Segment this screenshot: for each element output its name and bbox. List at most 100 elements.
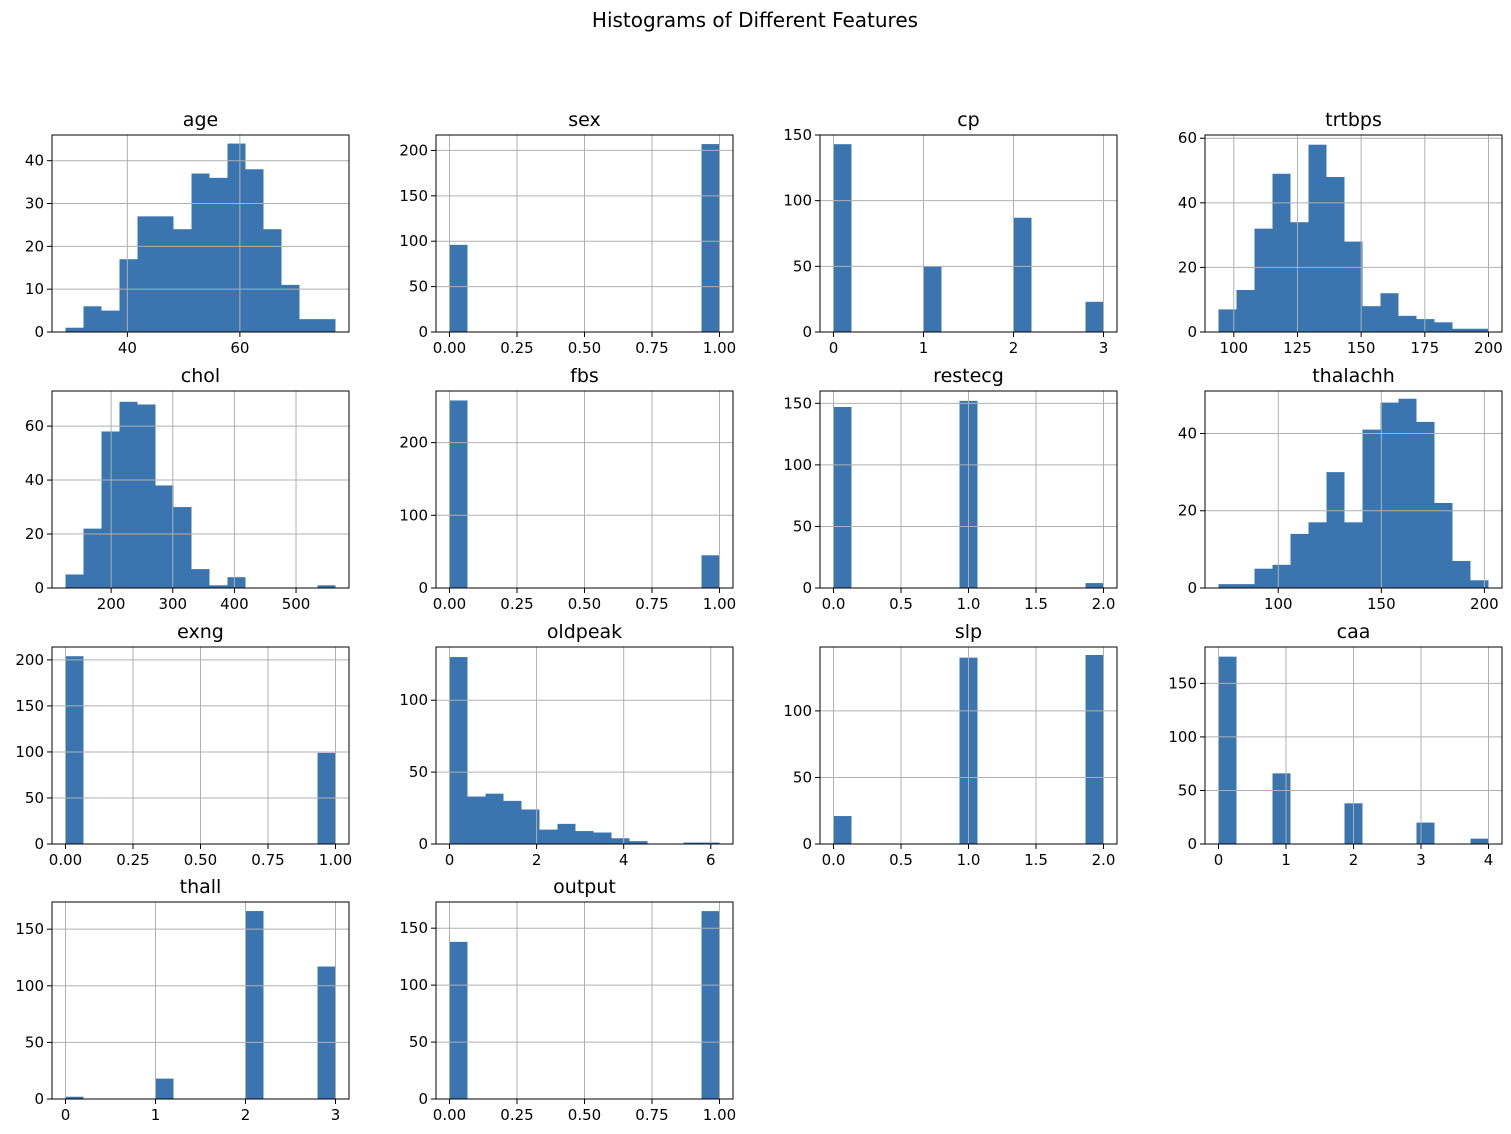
x-tick-label: 2 xyxy=(1349,851,1359,869)
x-tick-label: 2.0 xyxy=(1092,851,1116,869)
histogram-bar xyxy=(1470,838,1489,844)
x-tick-label: 1.5 xyxy=(1024,595,1048,613)
x-tick-label: 0.75 xyxy=(635,339,668,357)
histogram-bar xyxy=(485,793,504,844)
histogram-bar xyxy=(1085,301,1104,332)
y-tick-label: 50 xyxy=(409,1033,428,1051)
histogram-bar xyxy=(1254,228,1273,332)
y-tick-label: 50 xyxy=(409,278,428,296)
y-tick-label: 0 xyxy=(1187,579,1197,597)
histogram-restecg: restecg 0.0 0.5 1.0 1.5 2.0 0 50 100 150 xyxy=(783,365,1118,613)
x-tick-label: 100 xyxy=(1219,339,1248,357)
y-tick-label: 20 xyxy=(1178,502,1197,520)
y-tick-label: 0 xyxy=(802,323,812,341)
x-tick-label: 2 xyxy=(1009,339,1019,357)
x-tick-label: 1.0 xyxy=(957,595,981,613)
x-tick-label: 0.75 xyxy=(635,595,668,613)
x-tick-label: 2 xyxy=(532,851,542,869)
histogram-bar xyxy=(1470,328,1489,332)
x-tick-label: 300 xyxy=(158,595,187,613)
histogram-bar xyxy=(1308,144,1327,332)
x-tick-label: 1 xyxy=(151,1106,161,1124)
y-tick-label: 0 xyxy=(34,323,44,341)
x-tick-label: 0.50 xyxy=(568,595,601,613)
subplot-title: caa xyxy=(1337,621,1371,643)
x-tick-label: 175 xyxy=(1411,339,1440,357)
histogram-trtbps: trtbps 100 125 150 175 200 0 20 40 60 xyxy=(1178,109,1503,357)
x-tick-label: 0 xyxy=(829,339,839,357)
x-tick-label: 0.5 xyxy=(889,595,913,613)
subplot-title: slp xyxy=(955,621,982,643)
histogram-bar xyxy=(593,832,612,844)
axes-frame xyxy=(1204,134,1503,333)
x-tick-label: 200 xyxy=(1470,595,1499,613)
histogram-bar xyxy=(557,823,576,844)
histogram-bar xyxy=(1344,241,1363,332)
x-tick-label: 0.00 xyxy=(433,595,466,613)
y-tick-label: 150 xyxy=(399,187,428,205)
x-tick-label: 0.00 xyxy=(433,339,466,357)
histogram-bar xyxy=(1416,319,1435,332)
histogram-bar xyxy=(1272,173,1291,332)
histogram-bar xyxy=(1254,568,1273,588)
histogram-bar xyxy=(227,143,246,332)
axes-frame xyxy=(51,901,350,1100)
x-tick-label: 125 xyxy=(1283,339,1312,357)
y-tick-label: 0 xyxy=(34,1090,44,1108)
histogram-sex: sex 0.00 0.25 0.50 0.75 1.00 0 50 100 150 200 xyxy=(399,109,736,357)
histogram-bar xyxy=(1290,533,1309,588)
histogram-bar xyxy=(1085,654,1104,844)
y-tick-label: 150 xyxy=(783,394,812,412)
histogram-bar xyxy=(1218,656,1237,844)
y-tick-label: 100 xyxy=(783,702,812,720)
y-tick-label: 40 xyxy=(1178,194,1197,212)
histogram-bar xyxy=(1452,328,1471,332)
figure-title: Histograms of Different Features xyxy=(592,8,918,32)
y-tick-label: 50 xyxy=(409,763,428,781)
histogram-bar xyxy=(1272,773,1291,844)
subplot-title: exng xyxy=(177,621,224,643)
y-tick-label: 0 xyxy=(418,323,428,341)
histogram-bar xyxy=(1326,176,1345,332)
subplot-title: restecg xyxy=(933,365,1004,387)
histogram-bar xyxy=(1013,217,1032,332)
histogram-bar xyxy=(101,431,120,588)
subplot-title: thall xyxy=(180,876,222,898)
y-tick-label: 150 xyxy=(15,920,44,938)
y-tick-label: 0 xyxy=(34,835,44,853)
histogram-bar xyxy=(1380,402,1399,588)
histogram-bar xyxy=(1398,315,1417,332)
histogram-bar xyxy=(65,1096,84,1099)
histogram-bar xyxy=(833,144,852,332)
x-tick-label: 3 xyxy=(331,1106,341,1124)
x-tick-label: 3 xyxy=(1416,851,1426,869)
x-tick-label: 0.50 xyxy=(568,1106,601,1124)
y-tick-label: 20 xyxy=(1178,258,1197,276)
histogram-bar xyxy=(701,555,720,588)
subplot-title: oldpeak xyxy=(547,621,622,643)
histogram-thall: thall 0 1 2 3 0 50 100 150 xyxy=(15,876,350,1124)
subplot-title: output xyxy=(553,876,616,898)
subplot-title: sex xyxy=(568,109,601,131)
y-tick-label: 0 xyxy=(802,579,812,597)
histogram-bar xyxy=(701,144,720,332)
y-tick-label: 150 xyxy=(783,126,812,144)
histogram-bar xyxy=(701,911,720,1099)
x-tick-label: 0.00 xyxy=(49,851,82,869)
x-tick-label: 1.5 xyxy=(1024,851,1048,869)
histogram-bar xyxy=(611,838,630,844)
histogram-bar xyxy=(83,528,102,588)
histogram-bar xyxy=(173,507,192,588)
histogram-bar xyxy=(1380,293,1399,332)
histogram-bar xyxy=(1470,580,1489,588)
y-tick-label: 0 xyxy=(418,1090,428,1108)
histogram-bar xyxy=(1326,472,1345,588)
x-tick-label: 150 xyxy=(1347,339,1376,357)
axes-frame xyxy=(435,646,734,845)
axes-frame xyxy=(819,134,1118,333)
histogram-bar xyxy=(191,173,210,332)
x-tick-label: 1.00 xyxy=(703,1106,736,1124)
histogram-cp: cp 0 1 2 3 0 50 100 150 xyxy=(783,109,1118,357)
x-tick-label: 1.00 xyxy=(319,851,352,869)
histogram-bar xyxy=(833,816,852,844)
